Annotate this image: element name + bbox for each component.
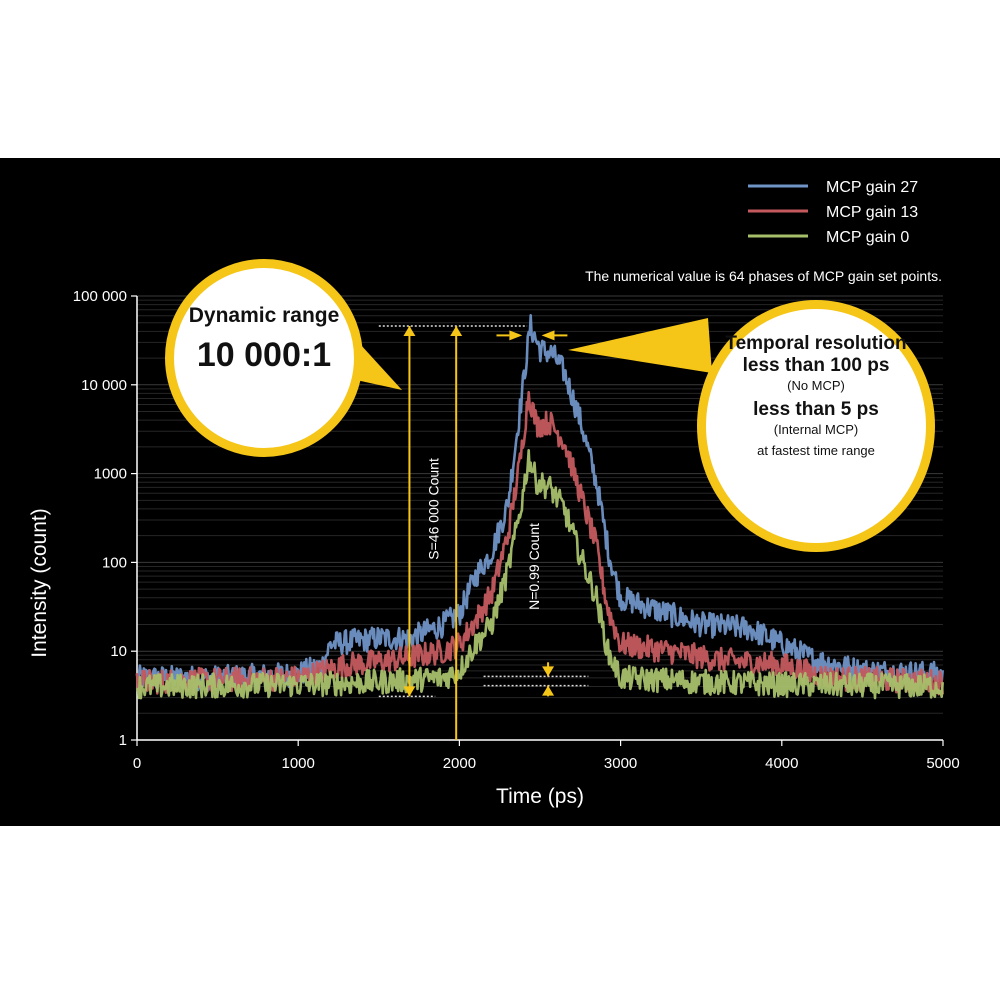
- y-tick-label: 10: [110, 643, 127, 660]
- series-line-2: [135, 449, 944, 700]
- y-axis-title: Intensity (count): [28, 508, 51, 657]
- x-tick-label: 3000: [604, 755, 637, 772]
- legend-label: MCP gain 13: [826, 204, 918, 221]
- y-tick-label: 1000: [94, 466, 127, 483]
- signal-arrow-a-head-bottom: [403, 686, 416, 697]
- fwhm-arrow-left: [509, 330, 523, 341]
- temporal-line-1: Temporal resolution less than 100 ps: [725, 333, 907, 376]
- temporal-resolution-callout: Temporal resolution less than 100 ps (No…: [697, 300, 935, 552]
- legend: MCP gain 27 MCP gain 13 MCP gain 0: [748, 179, 918, 246]
- signal-label: S=46 000 Count: [425, 458, 441, 560]
- x-tick-label: 0: [133, 755, 141, 772]
- x-tick-label: 1000: [282, 755, 315, 772]
- fwhm-arrow-right: [541, 330, 555, 341]
- x-axis-title: Time (ps): [496, 785, 584, 808]
- y-tick-label: 100 000: [73, 288, 127, 305]
- chart-note: The numerical value is 64 phases of MCP …: [585, 268, 942, 284]
- dynamic-range-callout: Dynamic range 10 000:1: [165, 259, 363, 457]
- legend-label: MCP gain 27: [826, 179, 918, 196]
- temporal-line-4: (Internal MCP): [773, 422, 859, 437]
- y-tick-label: 100: [102, 554, 127, 571]
- temporal-line-2: (No MCP): [787, 378, 845, 393]
- noise-arrow-head-bottom: [542, 685, 555, 696]
- dynamic-range-title: Dynamic range: [188, 304, 340, 327]
- temporal-line-5: at fastest time range: [757, 443, 875, 458]
- noise-label: N=0.99 Count: [526, 523, 542, 610]
- legend-label: MCP gain 0: [826, 229, 909, 246]
- dynamic-range-value: 10 000:1: [196, 336, 332, 374]
- annotation-layer: S=46 000 Count N=0.99 Count: [378, 325, 589, 740]
- temporal-line-3: less than 5 ps: [753, 399, 879, 420]
- signal-arrow-a-head-top: [403, 325, 416, 336]
- y-tick-label: 10 000: [81, 377, 127, 394]
- x-tick-label: 4000: [765, 755, 798, 772]
- x-tick-label: 2000: [443, 755, 476, 772]
- series-layer: [135, 314, 944, 700]
- temporal-pointer: [568, 318, 712, 373]
- y-tick-label: 1: [119, 732, 127, 749]
- signal-arrow-b-head-top: [450, 325, 463, 336]
- x-tick-label: 5000: [926, 755, 959, 772]
- axes: 0 1000 2000 3000 4000 5000 1 10 100 1000 10 000 100…: [73, 288, 960, 772]
- noise-arrow-head-top: [542, 666, 555, 677]
